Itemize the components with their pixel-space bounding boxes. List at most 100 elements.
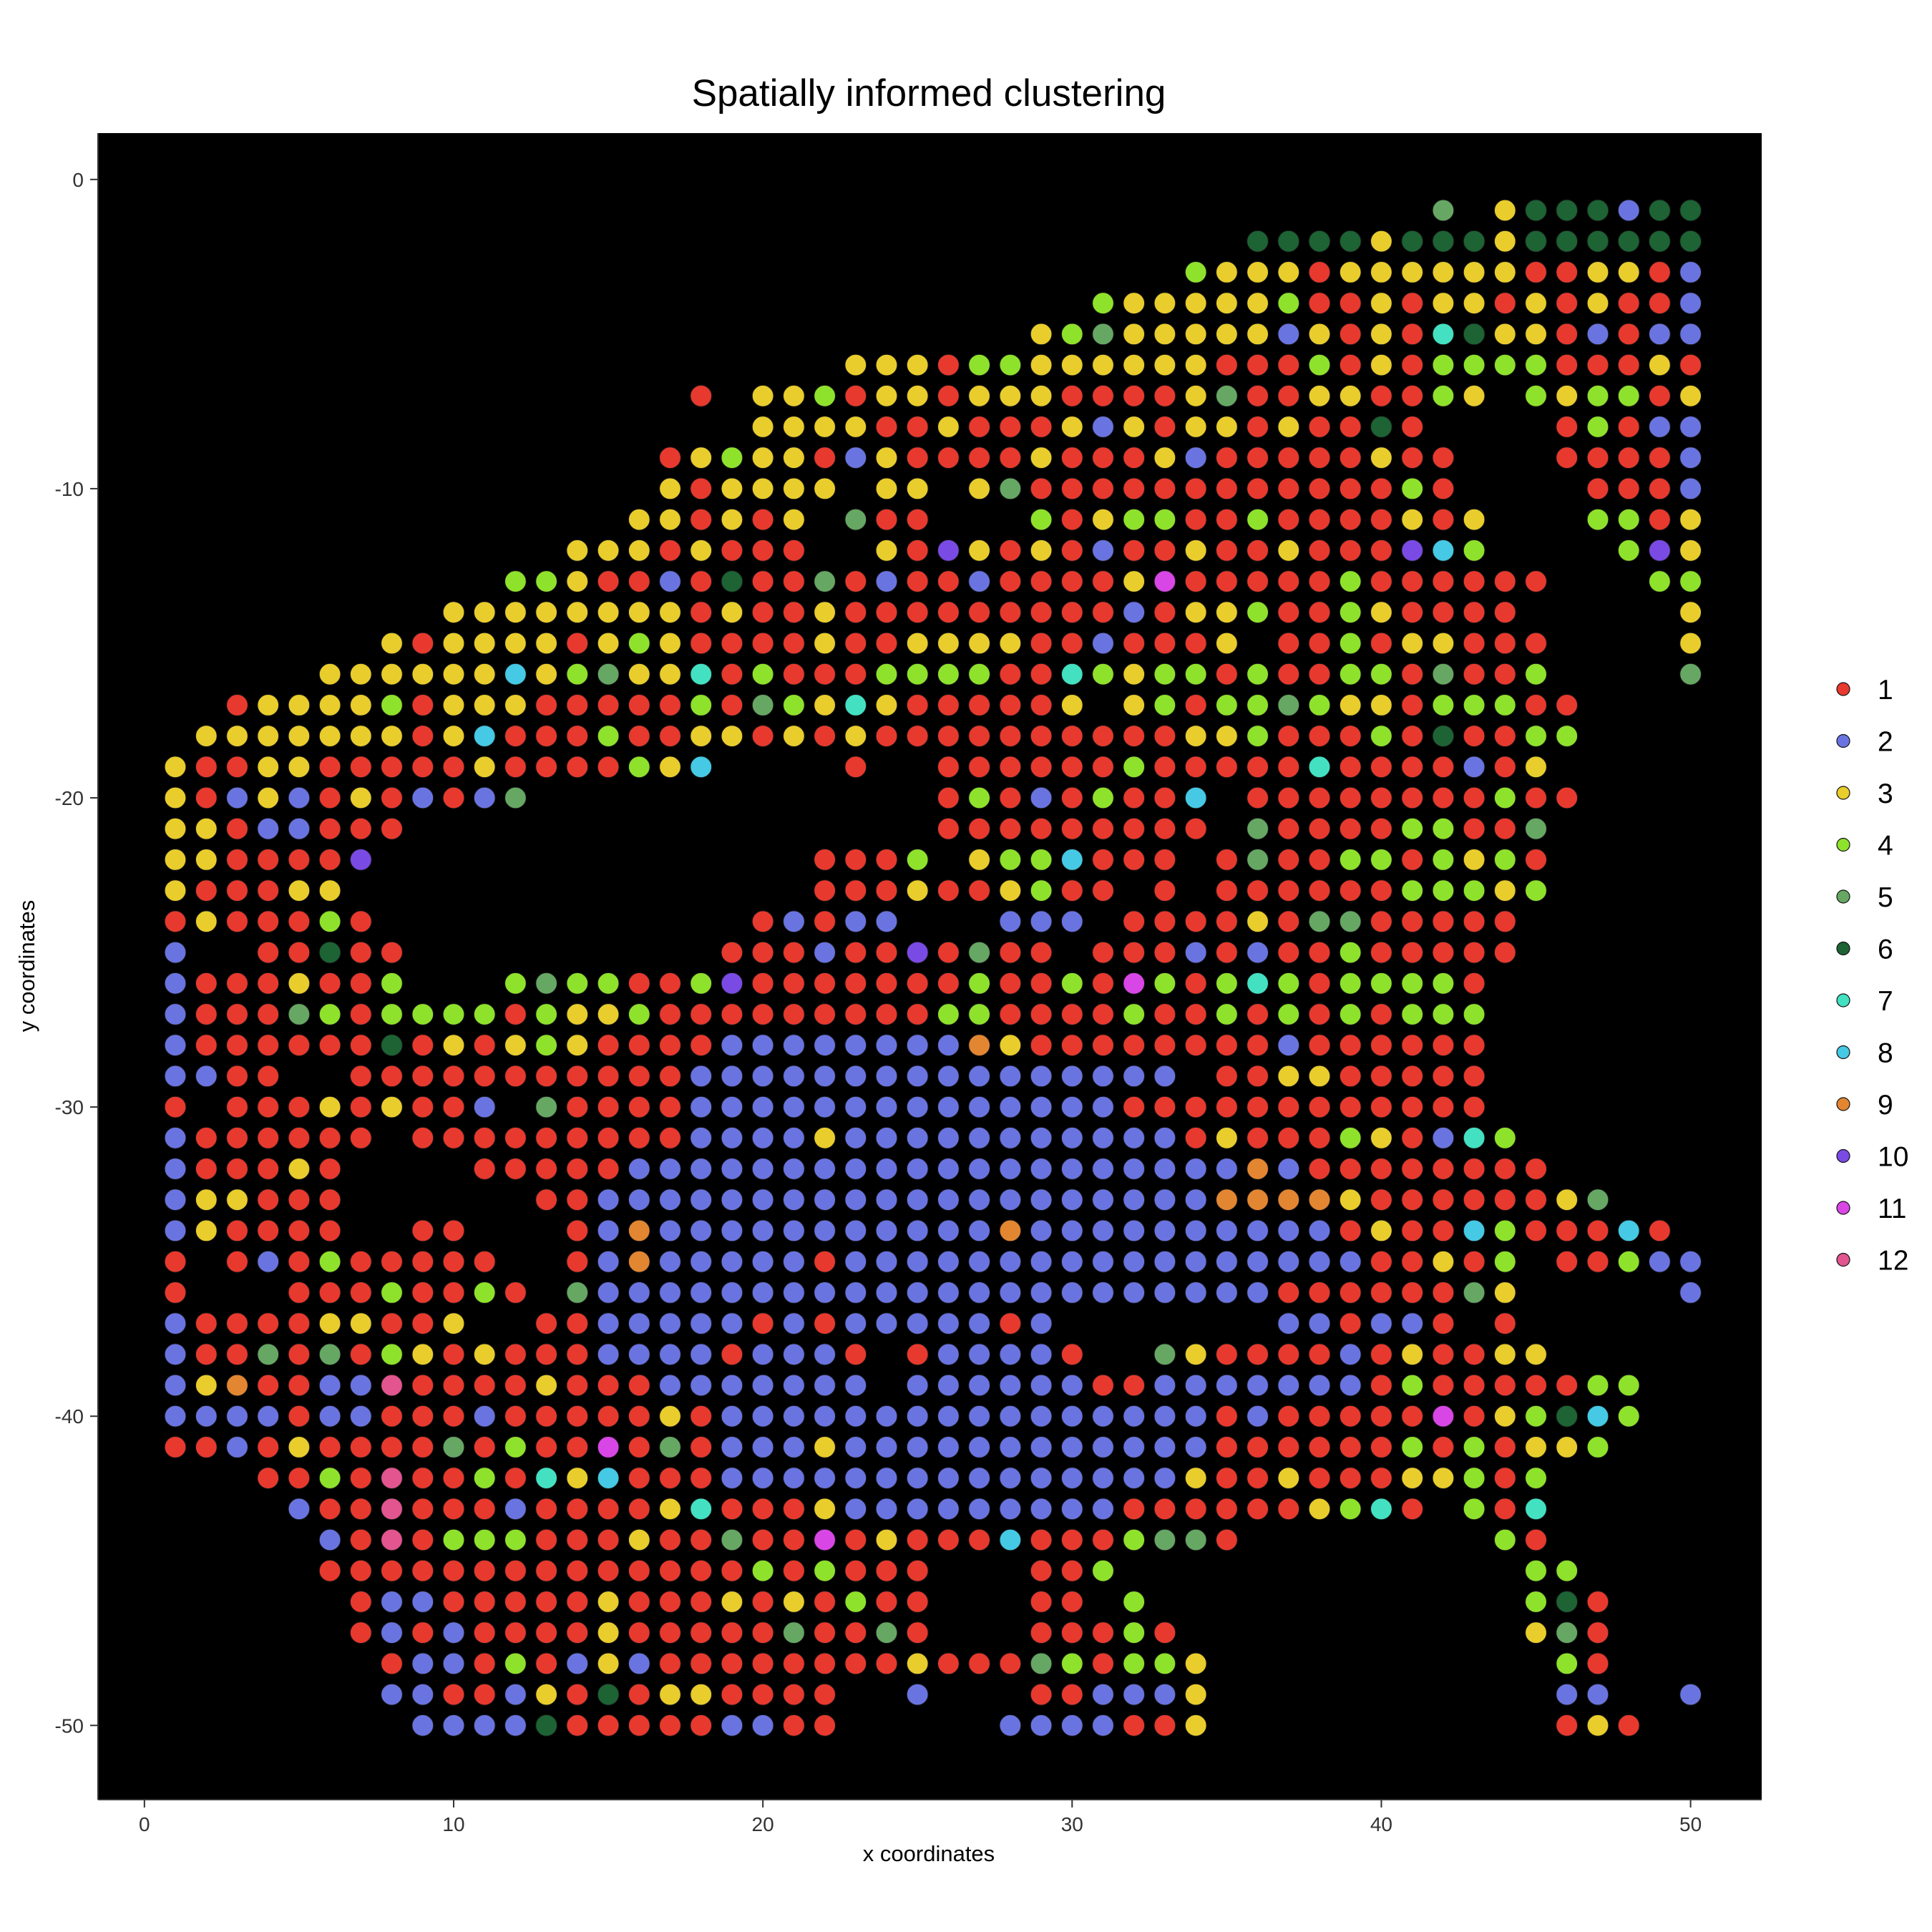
- point-cluster-12: [380, 1467, 404, 1490]
- point-cluster-3: [1184, 601, 1207, 624]
- point-cluster-2: [164, 1065, 187, 1088]
- point-cluster-3: [1524, 292, 1548, 315]
- y-tick-label: -50: [55, 1714, 84, 1737]
- point-cluster-1: [1123, 1034, 1146, 1057]
- point-cluster-1: [628, 1621, 650, 1644]
- point-cluster-1: [411, 1281, 434, 1304]
- point-cluster-2: [1123, 1405, 1146, 1428]
- point-cluster-1: [257, 1435, 280, 1459]
- point-cluster-5: [1246, 817, 1269, 840]
- point-cluster-4: [411, 1002, 434, 1026]
- point-cluster-2: [504, 1714, 527, 1737]
- point-cluster-1: [937, 693, 960, 717]
- point-cluster-1: [1401, 1498, 1424, 1521]
- point-cluster-1: [844, 384, 867, 407]
- point-cluster-1: [1246, 1498, 1269, 1521]
- point-cluster-4: [442, 1002, 465, 1026]
- point-cluster-1: [906, 1343, 929, 1366]
- point-cluster-1: [1184, 910, 1207, 933]
- point-cluster-1: [1524, 260, 1548, 283]
- point-cluster-1: [1153, 879, 1176, 902]
- point-cluster-1: [1370, 1065, 1393, 1088]
- point-cluster-11: [1432, 1405, 1455, 1428]
- point-cluster-3: [1493, 230, 1516, 253]
- point-cluster-2: [721, 1065, 743, 1088]
- point-cluster-1: [844, 941, 867, 964]
- point-cluster-4: [690, 972, 713, 995]
- point-cluster-2: [751, 1250, 774, 1273]
- point-cluster-4: [967, 663, 991, 686]
- point-cluster-2: [1123, 1219, 1146, 1242]
- point-cluster-1: [1432, 477, 1455, 500]
- y-tick-label: -20: [55, 787, 84, 809]
- point-cluster-1: [1308, 817, 1331, 840]
- point-cluster-2: [1091, 1683, 1115, 1706]
- point-cluster-1: [1153, 1621, 1176, 1644]
- point-cluster-1: [1184, 570, 1207, 593]
- point-cluster-1: [906, 1590, 929, 1614]
- point-cluster-1: [1277, 477, 1300, 500]
- point-cluster-2: [782, 1065, 806, 1088]
- point-cluster-1: [751, 1312, 774, 1335]
- point-cluster-1: [751, 972, 774, 995]
- point-cluster-4: [1524, 879, 1548, 902]
- point-cluster-1: [875, 1559, 898, 1582]
- point-cluster-1: [1556, 447, 1579, 469]
- point-cluster-1: [411, 1096, 434, 1118]
- point-cluster-1: [1246, 1065, 1269, 1088]
- point-cluster-1: [967, 693, 991, 717]
- point-cluster-1: [1091, 1528, 1115, 1551]
- point-cluster-4: [1648, 570, 1671, 593]
- point-cluster-4: [906, 848, 929, 872]
- point-cluster-1: [690, 384, 713, 407]
- y-tick-label: -30: [55, 1096, 84, 1118]
- point-cluster-1: [813, 848, 836, 872]
- point-cluster-2: [906, 1281, 929, 1304]
- point-cluster-4: [1123, 756, 1146, 779]
- point-cluster-1: [1246, 1343, 1269, 1366]
- point-cluster-2: [1679, 477, 1702, 500]
- point-cluster-1: [1308, 1034, 1331, 1057]
- point-cluster-4: [1493, 1250, 1516, 1273]
- point-cluster-9: [1308, 1189, 1331, 1211]
- point-cluster-1: [1246, 1435, 1269, 1459]
- point-cluster-4: [1339, 570, 1362, 593]
- point-cluster-3: [1277, 1467, 1300, 1490]
- point-cluster-1: [628, 1405, 650, 1428]
- point-cluster-1: [257, 941, 280, 964]
- point-cluster-1: [1308, 1405, 1331, 1428]
- point-cluster-5: [535, 1096, 558, 1118]
- point-cluster-3: [504, 601, 527, 624]
- legend-key-1: [1836, 682, 1850, 696]
- point-cluster-4: [1401, 477, 1424, 500]
- point-cluster-1: [225, 972, 249, 995]
- point-cluster-1: [1060, 539, 1083, 562]
- point-cluster-2: [380, 1683, 404, 1706]
- point-cluster-4: [844, 1590, 867, 1614]
- point-cluster-1: [1463, 663, 1485, 686]
- point-cluster-2: [597, 1250, 620, 1273]
- point-cluster-1: [751, 1590, 774, 1614]
- point-cluster-2: [164, 1189, 187, 1211]
- point-cluster-3: [288, 693, 311, 717]
- point-cluster-3: [782, 724, 806, 748]
- x-tick-label: 20: [752, 1813, 774, 1835]
- point-cluster-6: [1370, 415, 1393, 439]
- point-cluster-1: [1370, 1096, 1393, 1118]
- point-cluster-3: [967, 632, 991, 655]
- point-cluster-2: [1277, 1374, 1300, 1397]
- point-cluster-4: [1246, 724, 1269, 748]
- point-cluster-2: [164, 972, 187, 995]
- point-cluster-2: [1277, 1250, 1300, 1273]
- point-cluster-1: [1401, 1065, 1424, 1088]
- point-cluster-1: [782, 1002, 806, 1026]
- point-cluster-1: [1246, 1467, 1269, 1490]
- point-cluster-5: [566, 1281, 589, 1304]
- point-cluster-1: [628, 570, 650, 593]
- point-cluster-1: [288, 1374, 311, 1397]
- point-cluster-2: [813, 1096, 836, 1118]
- point-cluster-3: [1679, 539, 1702, 562]
- point-cluster-1: [1277, 353, 1300, 376]
- point-cluster-4: [1060, 323, 1083, 346]
- point-cluster-1: [1524, 786, 1548, 809]
